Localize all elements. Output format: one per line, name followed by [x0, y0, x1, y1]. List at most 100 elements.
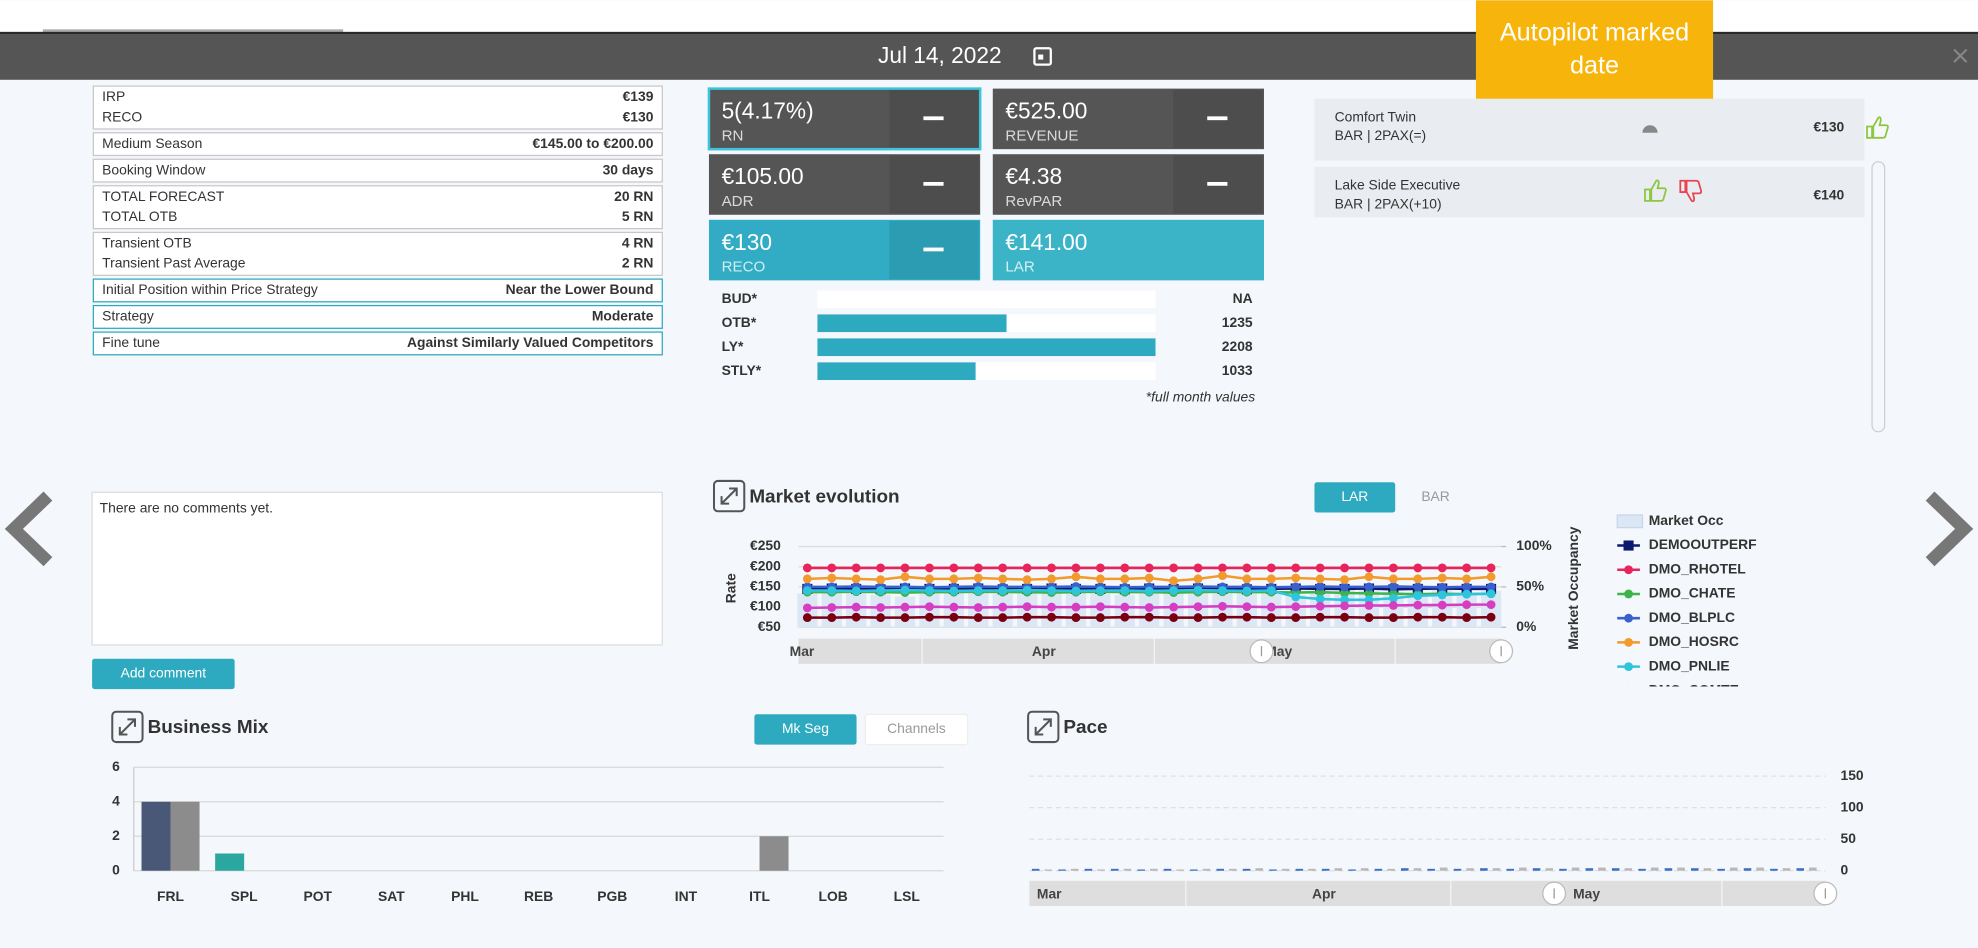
expand-frame[interactable]: [712, 479, 746, 513]
bar: [141, 801, 171, 871]
calendar-icon-dot[interactable]: [1038, 54, 1044, 60]
thumb-icon[interactable]: [1679, 179, 1703, 203]
expand-button[interactable]: [111, 710, 144, 744]
kpi-tile[interactable]: €130 RECO: [708, 219, 981, 281]
navigator-month: Apr: [1312, 885, 1336, 901]
calendar-icon[interactable]: [1033, 47, 1052, 66]
series-marker: [1169, 602, 1179, 612]
bar: [1743, 868, 1752, 871]
toggle-label[interactable]: Mk Seg: [782, 720, 829, 736]
toggle-button[interactable]: BAR: [1395, 482, 1476, 512]
expand-button[interactable]: [1027, 710, 1060, 744]
button-label[interactable]: Add comment: [121, 665, 207, 681]
minus-icon[interactable]: [1207, 116, 1228, 121]
kpi-bg[interactable]: [992, 219, 1265, 281]
series-marker: [1315, 601, 1325, 611]
kpi-tile[interactable]: 5(4.17%) RN: [707, 87, 982, 151]
series-marker: [949, 586, 959, 596]
kpi-value: €130: [722, 229, 772, 255]
series-marker: [1266, 613, 1276, 622]
navigator-handle[interactable]: [1813, 881, 1838, 906]
y2-tick-label: 50%: [1516, 578, 1544, 594]
kpi-tile[interactable]: €141.00 LAR: [992, 219, 1265, 281]
y-tick-label: €50: [758, 618, 781, 634]
y2-axis-label: Market Occupancy: [1565, 526, 1581, 650]
kpi-label: RN: [722, 128, 744, 145]
info-group: [92, 231, 663, 276]
thumb-down[interactable]: [1679, 179, 1703, 203]
expand-arrow[interactable]: [1034, 718, 1052, 736]
thumb-up[interactable]: [1644, 179, 1667, 202]
thumb-up[interactable]: [1866, 116, 1889, 139]
kpi-tile[interactable]: €105.00 ADR: [708, 154, 981, 215]
bar: [1269, 869, 1277, 871]
info-value: Moderate: [592, 308, 654, 324]
bar: [1466, 868, 1474, 871]
series-marker: [925, 602, 934, 612]
expand-arrow[interactable]: [118, 718, 136, 736]
bar: [1809, 867, 1817, 871]
toggle-label[interactable]: LAR: [1341, 488, 1368, 504]
next-arrow[interactable]: [1925, 491, 1974, 567]
bar: [1796, 868, 1805, 871]
series-marker: [1218, 563, 1227, 573]
minus-icon[interactable]: [923, 116, 944, 121]
minus-icon[interactable]: [923, 247, 944, 252]
thumb-icon[interactable]: [1866, 116, 1889, 139]
bar: [1097, 869, 1105, 871]
minus-icon[interactable]: [923, 181, 944, 186]
toggle-label[interactable]: Channels: [887, 720, 946, 736]
info-label: Transient OTB: [102, 234, 192, 250]
y2-tick-label: 100%: [1516, 537, 1551, 553]
kpi-bg[interactable]: [707, 87, 982, 151]
series-marker: [1022, 612, 1032, 622]
kpi-tile[interactable]: €525.00 REVENUE: [992, 88, 1265, 150]
prev-arrow[interactable]: [4, 491, 53, 567]
close-button[interactable]: [1953, 48, 1968, 63]
series-marker: [802, 613, 812, 622]
legend-label: Market Occ: [1649, 512, 1724, 528]
navigator-handle[interactable]: [1489, 639, 1514, 664]
series-marker: [1291, 613, 1301, 622]
calendar-button[interactable]: [1033, 47, 1052, 66]
series-marker: [1413, 612, 1423, 622]
toggle-label[interactable]: BAR: [1421, 488, 1450, 504]
toggle-bg[interactable]: [1314, 482, 1396, 513]
info-group: [92, 185, 663, 230]
top-scroll: [42, 29, 344, 34]
series-marker: [802, 574, 812, 584]
bar: [1545, 868, 1554, 871]
expand-arrow[interactable]: [720, 487, 738, 505]
room-rate: BAR | 2PAX(=): [1335, 127, 1427, 143]
x-tick-label: FRL: [157, 888, 184, 904]
navigator-handle[interactable]: [1249, 639, 1274, 664]
toggle-bg[interactable]: [864, 713, 969, 746]
add-comment-button[interactable]: Add comment: [92, 658, 235, 690]
kpi-tile[interactable]: €4.38 RevPAR: [992, 154, 1265, 215]
series-marker: [1071, 563, 1081, 573]
expand-frame[interactable]: [111, 710, 144, 744]
toggle-button[interactable]: LAR: [1314, 482, 1396, 513]
navigator-handle[interactable]: [1542, 881, 1567, 906]
minus-icon[interactable]: [1207, 181, 1228, 186]
bar: [1058, 869, 1066, 871]
button-bg[interactable]: [92, 658, 235, 690]
expand-frame[interactable]: [1027, 710, 1060, 744]
expand-button[interactable]: [712, 479, 746, 513]
series-marker: [1047, 586, 1056, 595]
series-marker: [1144, 586, 1154, 596]
series-marker: [1462, 574, 1472, 584]
chart-title: Pace: [1063, 717, 1107, 738]
series-marker: [1364, 613, 1374, 622]
thumb-icon[interactable]: [1644, 179, 1667, 202]
toggle-button[interactable]: Mk Seg: [754, 714, 857, 745]
series-marker: [1340, 612, 1349, 622]
series-marker: [949, 563, 959, 573]
toggle-bg[interactable]: [754, 714, 857, 745]
bar: [1216, 868, 1225, 871]
close-icon[interactable]: [1953, 48, 1968, 63]
series-marker: [900, 572, 910, 582]
series-marker: [1120, 563, 1130, 573]
toggle-button[interactable]: Channels: [864, 713, 969, 746]
series-marker: [1462, 589, 1472, 599]
